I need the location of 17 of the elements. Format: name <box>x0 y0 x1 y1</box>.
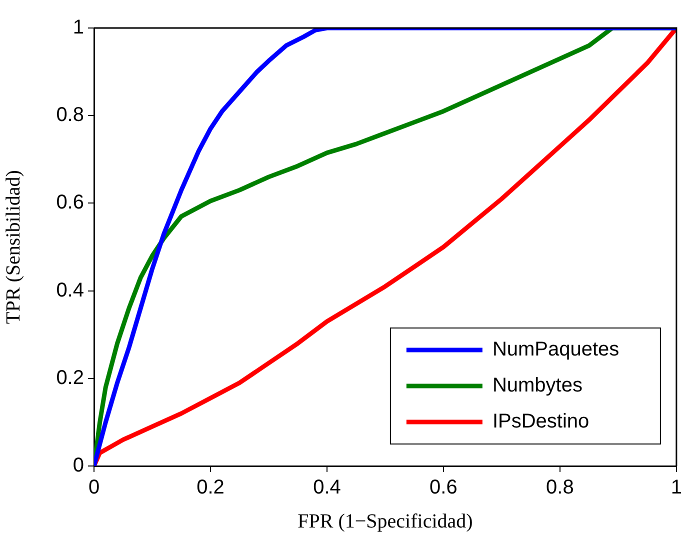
y-tick-label: 0.6 <box>56 192 84 214</box>
y-tick-label: 0 <box>72 454 84 477</box>
x-tick-label: 0.6 <box>430 476 458 499</box>
legend-label: NumPaquetes <box>492 338 620 361</box>
y-axis-title: TPR (Sensibilidad) <box>2 170 24 324</box>
y-tick-label: 1 <box>72 16 84 39</box>
y-tick-label: 0.8 <box>56 104 84 126</box>
x-tick-label: 1 <box>670 476 682 499</box>
legend-label: IPsDestino <box>492 410 590 433</box>
x-axis-title: FPR (1−Specificidad) <box>298 510 473 532</box>
y-tick-label: 0.2 <box>56 366 84 389</box>
y-tick-label: 0.4 <box>56 279 84 302</box>
x-tick-label: 0.8 <box>546 476 574 499</box>
legend-label: Numbytes <box>492 374 582 397</box>
x-tick-label: 0.2 <box>196 476 224 499</box>
x-tick-label: 0 <box>88 476 100 499</box>
x-tick-label: 0.4 <box>313 476 341 499</box>
